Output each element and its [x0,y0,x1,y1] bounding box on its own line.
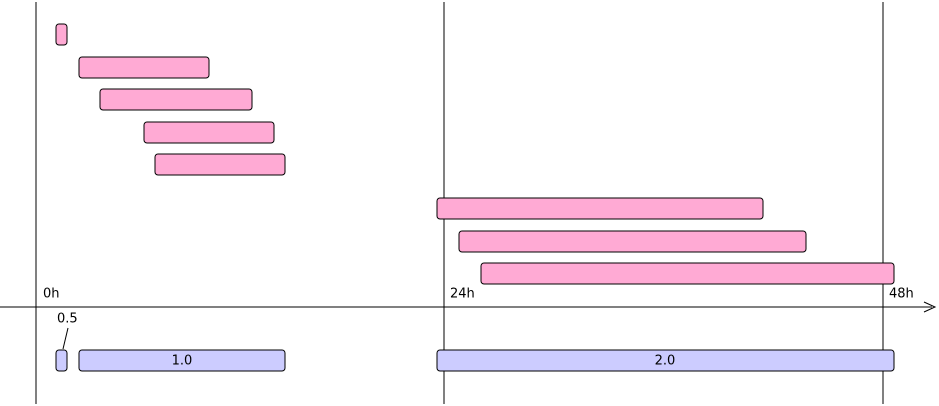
axis-label: 0h [43,287,60,302]
axis-arrow [923,301,937,313]
axis-label: 24h [450,287,475,302]
task-bar [154,153,286,176]
summary-bar [436,349,895,372]
bar-label: 2.0 [655,354,676,369]
task-bar [436,197,764,220]
bar-label: 1.0 [172,354,193,369]
task-bar [99,88,253,111]
axis-label: 48h [889,287,914,302]
task-bar [78,56,210,79]
task-bar [480,262,895,285]
summary-bar [55,349,68,372]
bar-label: 0.5 [57,312,78,327]
label-leader [62,327,69,350]
summary-bar [78,349,286,372]
task-bar [458,230,807,253]
task-bar [55,23,68,46]
task-bar [143,121,275,144]
